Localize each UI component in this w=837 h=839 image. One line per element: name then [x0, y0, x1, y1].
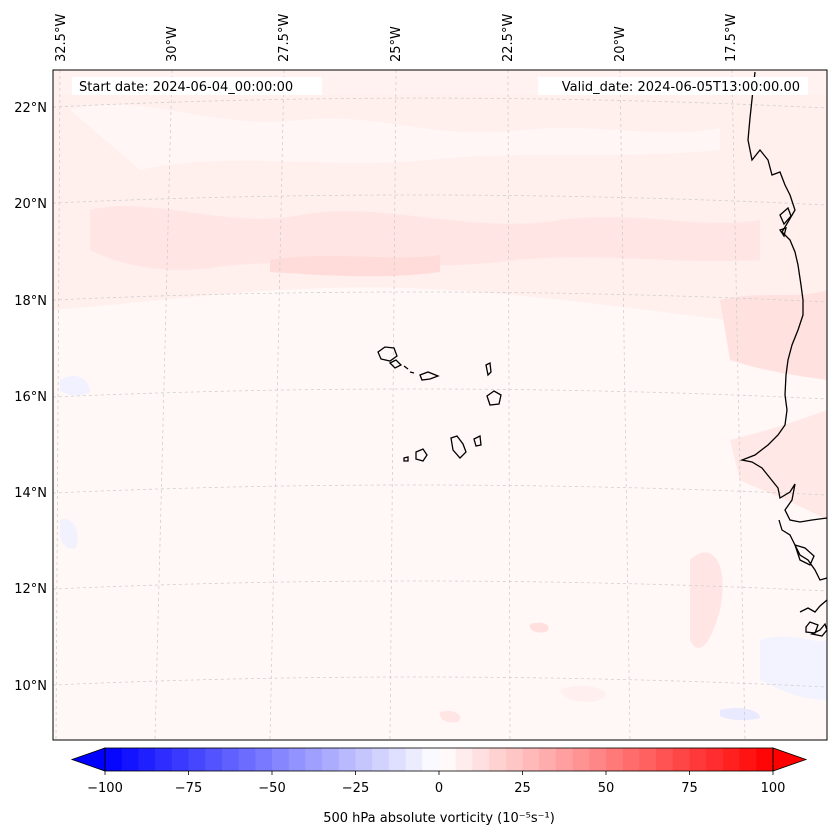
colorbar-cell	[372, 748, 390, 771]
colorbar-cell	[522, 748, 540, 771]
colorbar-cell	[238, 748, 256, 771]
colorbar-cell	[455, 748, 473, 771]
colorbar-cell	[305, 748, 323, 771]
valid-date-label: Valid_date: 2024-06-05T13:00:00.00	[562, 80, 800, 95]
colorbar-cell	[255, 748, 273, 771]
colorbar-cell	[622, 748, 640, 771]
lat-label: 14°N	[14, 486, 47, 501]
lon-label: 27.5°W	[277, 14, 292, 62]
colorbar-cell	[155, 748, 173, 771]
lat-label: 10°N	[14, 679, 47, 694]
island-fogo	[415, 448, 428, 462]
lat-label: 16°N	[14, 390, 47, 405]
colorbar-cell	[505, 748, 523, 771]
colorbar-cell	[555, 748, 573, 771]
colorbar-cell	[171, 748, 189, 771]
colorbar-tick-labels: −100 −75 −50 −25 0 25 50 75 100	[87, 781, 785, 796]
colorbar-cell	[355, 748, 373, 771]
colorbar: −100 −75 −50 −25 0 25 50 75 100 500 hPa …	[70, 747, 808, 826]
colorbar-cell	[105, 748, 123, 771]
colorbar-title: 500 hPa absolute vorticity (10⁻⁵s⁻¹)	[323, 811, 555, 826]
island-sao-nicolau	[409, 371, 440, 381]
colorbar-cell	[472, 748, 490, 771]
island-sal	[485, 362, 492, 377]
colorbar-cell	[639, 748, 657, 771]
colorbar-cell	[388, 748, 406, 771]
colorbar-tick-label: 100	[761, 781, 786, 796]
colorbar-tick-label: −100	[87, 781, 123, 796]
colorbar-cell	[288, 748, 306, 771]
island-sao-vicente	[388, 359, 403, 369]
island-boa-vista	[486, 390, 502, 406]
colorbar-cell	[338, 748, 356, 771]
colorbar-cell	[422, 748, 440, 771]
lat-label: 18°N	[14, 294, 47, 309]
colorbar-cells	[105, 748, 774, 771]
colorbar-cell	[656, 748, 674, 771]
cape-verde-islands	[377, 346, 502, 462]
colorbar-cell	[221, 748, 239, 771]
start-date-box	[72, 77, 322, 95]
colorbar-cell	[439, 748, 457, 771]
lon-label: 17.5°W	[724, 14, 739, 62]
colorbar-cell	[272, 748, 290, 771]
island-brava	[403, 456, 409, 462]
colorbar-tick-label: −25	[342, 781, 369, 796]
island-santo-antao	[377, 346, 398, 362]
lat-label: 20°N	[14, 197, 47, 212]
colorbar-cell	[572, 748, 590, 771]
coastline	[739, 71, 828, 637]
colorbar-cell	[205, 748, 223, 771]
valid-date-box	[538, 77, 808, 95]
start-date-label: Start date: 2024-06-04_00:00:00	[79, 80, 293, 95]
lon-label: 32.5°W	[54, 14, 69, 62]
colorbar-cell	[539, 748, 557, 771]
lon-label: 25°W	[389, 26, 404, 62]
lon-label: 20°W	[613, 26, 628, 62]
colorbar-cell	[606, 748, 624, 771]
vorticity-field	[53, 70, 827, 723]
colorbar-tick-label: 25	[514, 781, 531, 796]
colorbar-cell	[689, 748, 707, 771]
map-frame	[52, 69, 828, 741]
colorbar-tick-label: 75	[681, 781, 698, 796]
colorbar-ticks	[104, 771, 774, 775]
colorbar-cell	[672, 748, 690, 771]
island-santa-luzia	[403, 365, 409, 370]
colorbar-cell	[138, 748, 156, 771]
guinea-coast	[778, 519, 828, 637]
lat-label: 12°N	[14, 582, 47, 597]
longitude-labels: 32.5°W 30°W 27.5°W 25°W 22.5°W 20°W 17.5…	[54, 14, 739, 62]
colorbar-tick-label: −75	[175, 781, 202, 796]
colorbar-cell	[489, 748, 507, 771]
colorbar-cell	[739, 748, 757, 771]
west-africa-coast	[739, 71, 828, 523]
colorbar-cell	[188, 748, 206, 771]
colorbar-cell	[322, 748, 340, 771]
lon-label: 22.5°W	[501, 14, 516, 62]
colorbar-cell	[405, 748, 423, 771]
colorbar-tick-label: −50	[258, 781, 285, 796]
latitude-labels: 22°N 20°N 18°N 16°N 14°N 12°N 10°N	[14, 101, 47, 694]
colorbar-cell	[722, 748, 740, 771]
colorbar-tick-label: 0	[435, 781, 443, 796]
map-panel: Start date: 2024-06-04_00:00:00 Valid_da…	[52, 69, 828, 741]
colorbar-tick-label: 50	[598, 781, 615, 796]
colorbar-cell	[589, 748, 607, 771]
lat-label: 22°N	[14, 101, 47, 116]
map-gridlines	[52, 69, 828, 741]
island-maio	[473, 435, 482, 447]
colorbar-cell	[706, 748, 724, 771]
colorbar-max-extend-arrow	[772, 747, 808, 772]
lon-label: 30°W	[165, 26, 180, 62]
colorbar-min-extend-arrow	[70, 747, 106, 772]
island-santiago	[450, 435, 467, 459]
colorbar-cell	[121, 748, 139, 771]
colorbar-cell	[756, 748, 774, 771]
